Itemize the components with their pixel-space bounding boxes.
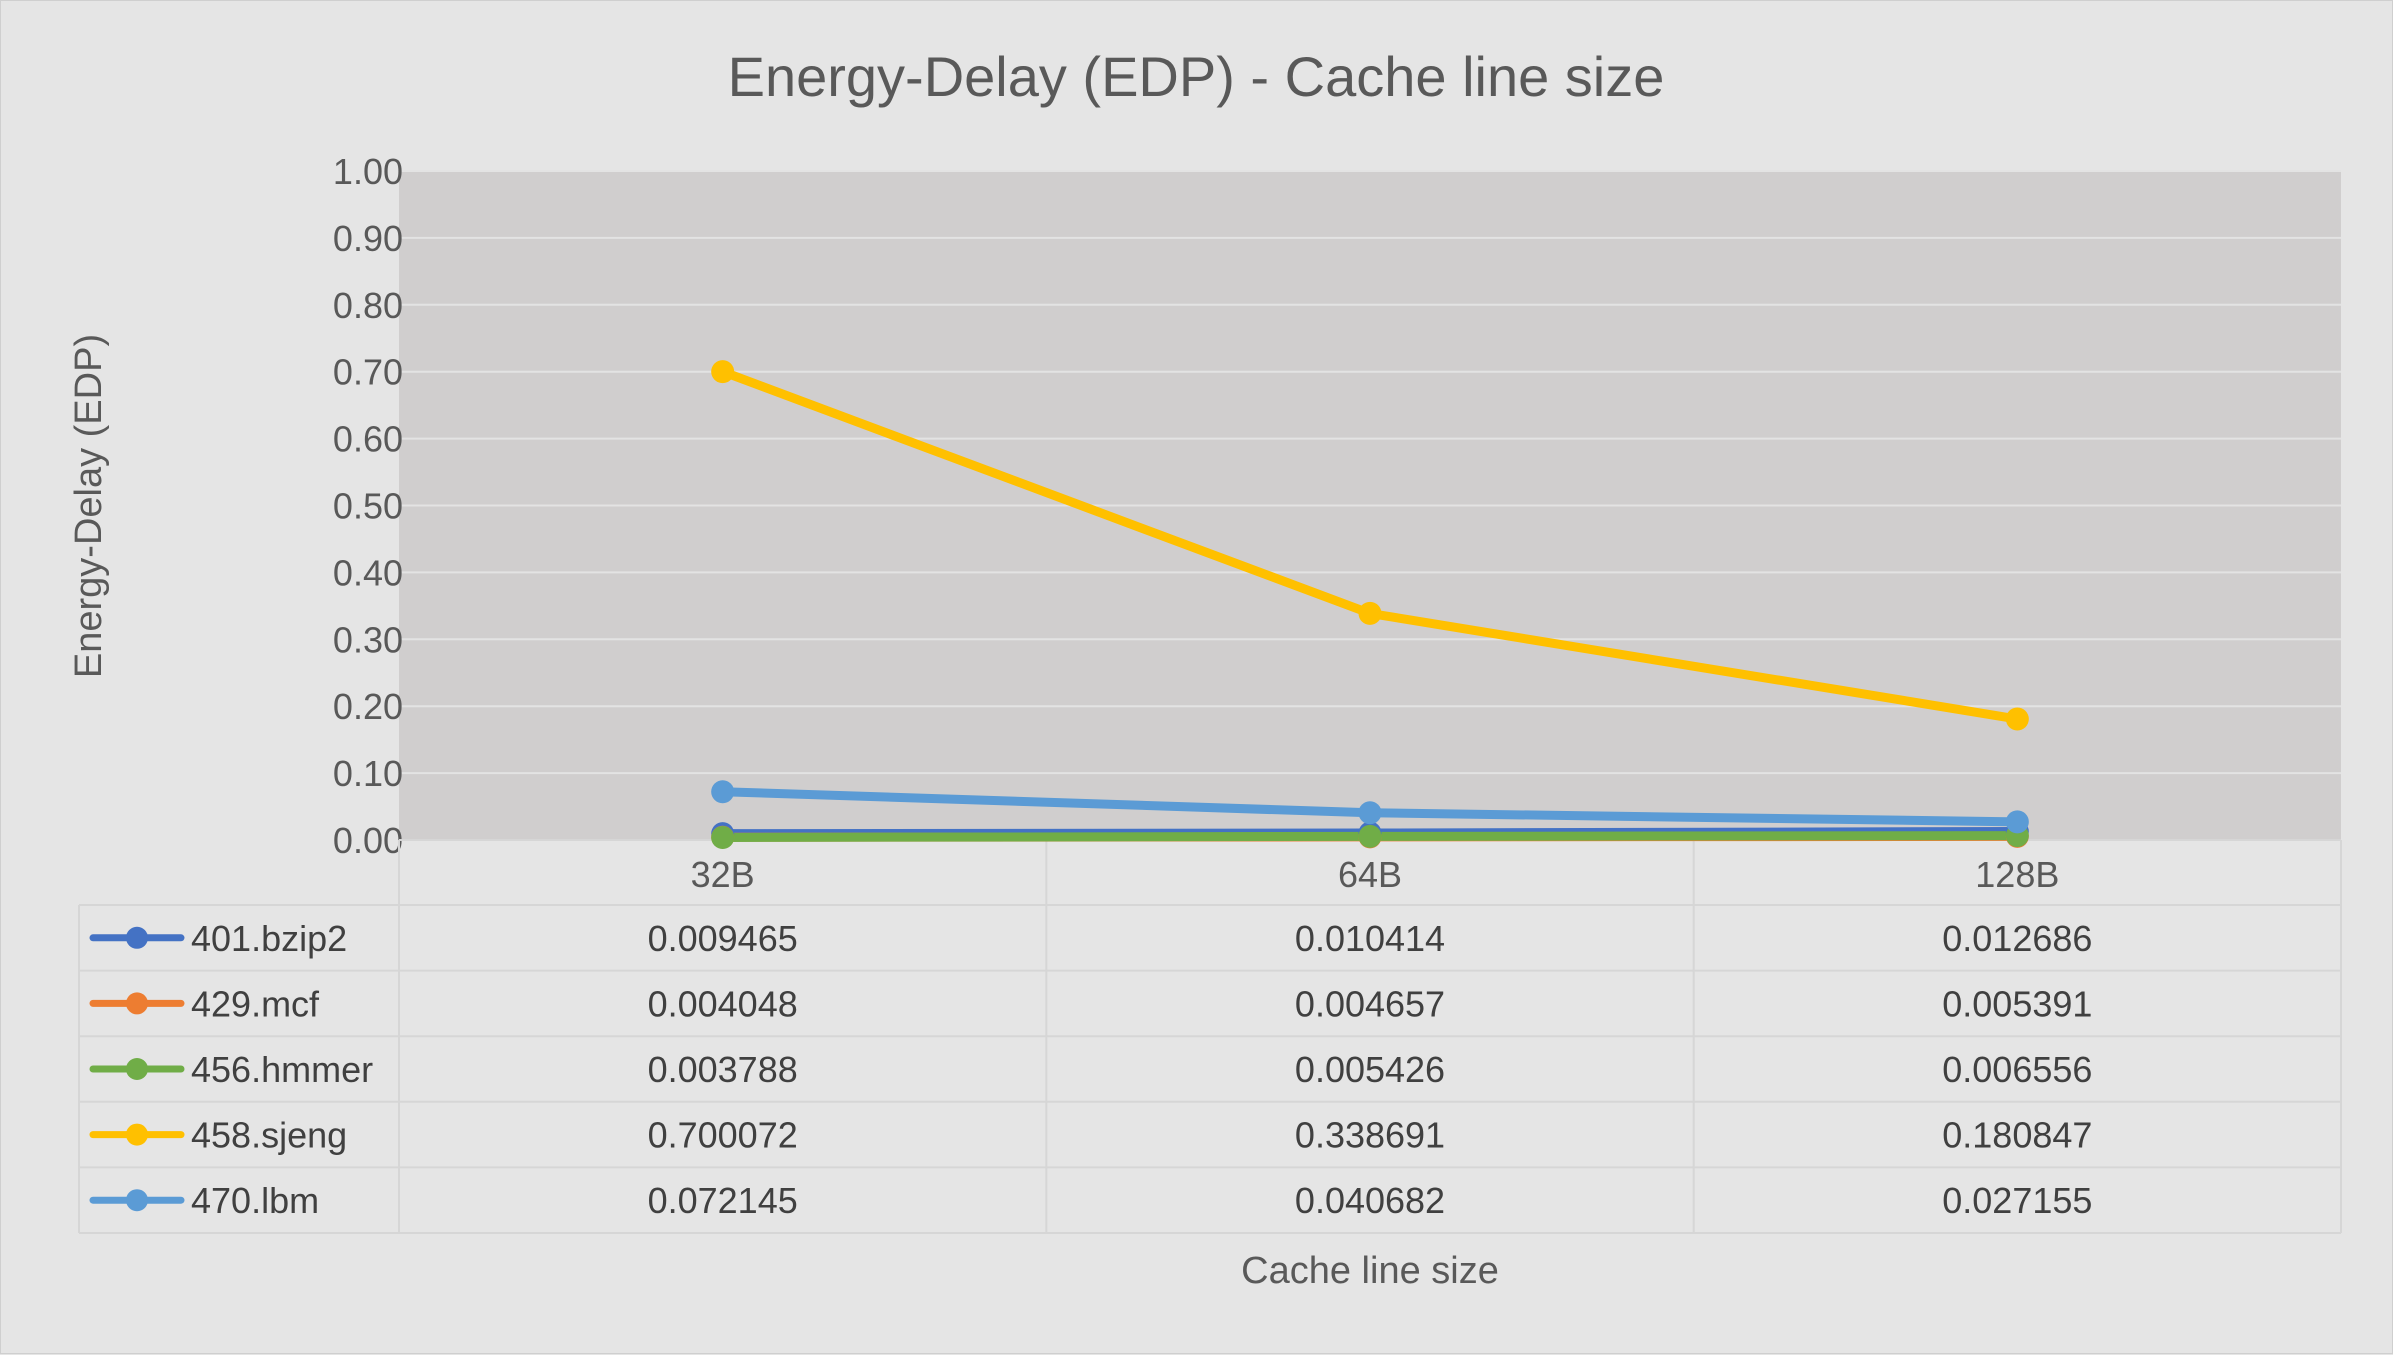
- legend-series-name: 456.hmmer: [191, 1049, 373, 1090]
- y-tick-label: 0.60: [333, 419, 403, 460]
- table-cell-value: 0.006556: [1942, 1049, 2092, 1090]
- table-cell-value: 0.010414: [1295, 918, 1445, 959]
- x-axis-title: Cache line size: [1241, 1250, 1499, 1292]
- legend-series-name: 470.lbm: [191, 1180, 319, 1221]
- table-cell-value: 0.004048: [648, 983, 798, 1024]
- legend-series-name: 429.mcf: [191, 983, 320, 1024]
- data-point: [1358, 824, 1382, 848]
- legend-key-marker: [126, 1189, 148, 1212]
- y-tick-label: 1.00: [333, 151, 403, 192]
- y-tick-label: 0.90: [333, 218, 403, 259]
- table-cell-value: 0.005391: [1942, 983, 2092, 1024]
- data-point: [2005, 707, 2029, 731]
- y-tick-label: 0.10: [333, 753, 403, 794]
- legend-key-marker: [126, 1123, 148, 1146]
- legend-series-name: 458.sjeng: [191, 1115, 347, 1156]
- data-point: [711, 780, 735, 804]
- x-category-label: 128B: [1975, 854, 2059, 895]
- data-point: [711, 825, 735, 849]
- data-point: [2005, 810, 2029, 834]
- y-tick-label: 0.50: [333, 486, 403, 527]
- data-point: [1358, 601, 1382, 625]
- table-cell-value: 0.004657: [1295, 983, 1445, 1024]
- table-cell-value: 0.180847: [1942, 1115, 2092, 1156]
- data-point: [1358, 801, 1382, 825]
- table-cell-value: 0.338691: [1295, 1115, 1445, 1156]
- y-tick-label: 0.80: [333, 285, 403, 326]
- table-cell-value: 0.027155: [1942, 1180, 2092, 1221]
- y-tick-labels: 0.00 0.10 0.20 0.30 0.40 0.50 0.60 0.70 0.80 0.90…: [333, 151, 403, 861]
- chart-title: Energy-Delay (EDP) - Cache line size: [728, 45, 1665, 108]
- table-cell-value: 0.003788: [648, 1049, 798, 1090]
- table-cell-value: 0.012686: [1942, 918, 2092, 959]
- series-points: [711, 360, 2029, 849]
- y-tick-label: 0.20: [333, 686, 403, 727]
- y-tick-label: 0.30: [333, 619, 403, 660]
- data-point: [711, 360, 735, 384]
- x-category-label: 32B: [691, 854, 755, 895]
- legend-key-marker: [126, 926, 148, 949]
- table-cell-value: 0.005426: [1295, 1049, 1445, 1090]
- table-cell-value: 0.700072: [648, 1115, 798, 1156]
- legend-series-name: 401.bzip2: [191, 918, 347, 959]
- x-category-label: 64B: [1338, 854, 1402, 895]
- legend-key-marker: [126, 1058, 148, 1080]
- legend-key-marker: [126, 992, 148, 1015]
- data-table: 32B 64B 128B 401.bzip2 0.009465 0.010414 0.012…: [78, 839, 2342, 1234]
- y-tick-label: 0.00: [333, 820, 403, 861]
- y-axis-title: Energy-Delay (EDP): [68, 334, 110, 678]
- table-cell-value: 0.009465: [648, 918, 798, 959]
- table-cell-value: 0.072145: [648, 1180, 798, 1221]
- y-tick-label: 0.70: [333, 352, 403, 393]
- table-cell-value: 0.040682: [1295, 1180, 1445, 1221]
- y-tick-label: 0.40: [333, 552, 403, 593]
